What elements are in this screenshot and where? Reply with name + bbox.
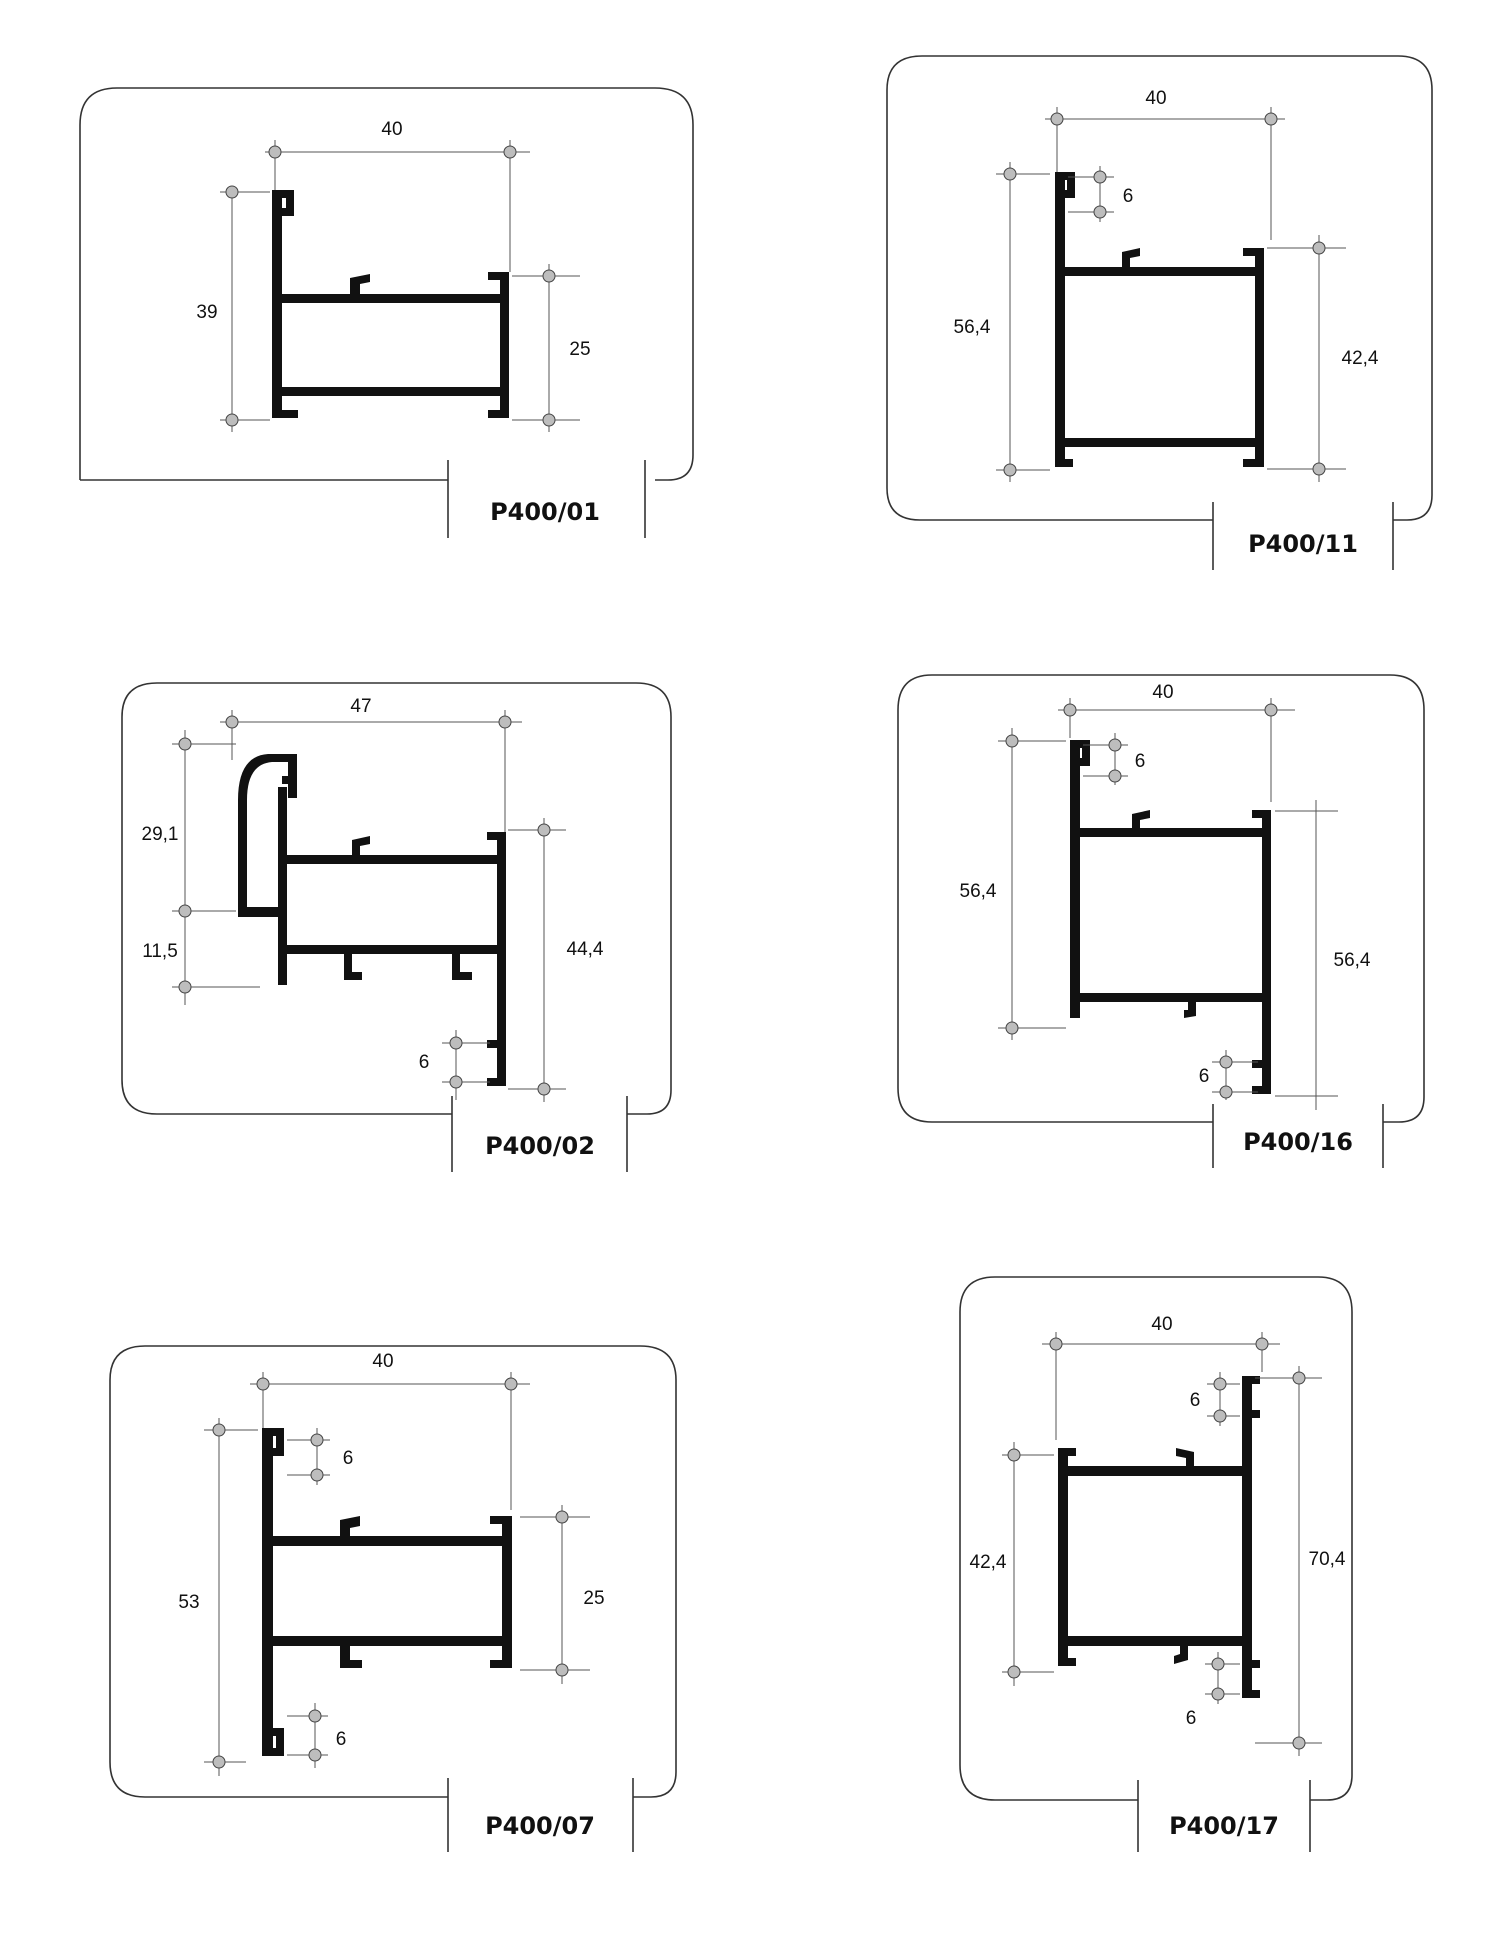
dimension-height: 53 (178, 1592, 199, 1613)
dimension-slot-bottom: 6 (1186, 1708, 1197, 1729)
dimension-slot-top: 6 (1190, 1390, 1201, 1411)
dimension-width: 40 (1151, 1314, 1172, 1335)
profile-section (1058, 1376, 1260, 1698)
dimension-height: 56,4 (960, 881, 997, 902)
profile-p400-07: P400/07 40 6 (109, 1345, 677, 1852)
profile-code: P400/02 (485, 1132, 595, 1160)
dimension-slot-top: 6 (1135, 751, 1146, 772)
dimension-height: 56,4 (954, 317, 991, 338)
profile-p400-16: P400/16 40 6 56 (897, 674, 1425, 1168)
frame-border (959, 1276, 1353, 1801)
dimension-slot-bottom: 6 (1199, 1066, 1210, 1087)
dimension-width: 40 (1145, 88, 1166, 109)
dimension-side: 25 (569, 339, 590, 360)
profile-code: P400/17 (1169, 1812, 1279, 1840)
dimension-width: 40 (1152, 682, 1173, 703)
dimension-width: 40 (381, 119, 402, 140)
dimension-side: 56,4 (1334, 950, 1371, 971)
profile-section (238, 754, 506, 1086)
profile-code: P400/07 (485, 1812, 595, 1840)
frame-border (886, 55, 1433, 521)
dimension-upper: 29,1 (142, 824, 179, 845)
dimension-slot-top: 6 (343, 1448, 354, 1469)
dimension-slot: 6 (1123, 186, 1134, 207)
dimension-side: 44,4 (567, 939, 604, 960)
profile-p400-17: P400/17 40 6 42 (959, 1276, 1353, 1852)
frame-border (121, 682, 672, 1115)
profile-code: P400/01 (490, 498, 600, 526)
profile-section (1055, 172, 1264, 467)
dimension-slot-bottom: 6 (336, 1729, 347, 1750)
dimension-height: 42,4 (970, 1552, 1007, 1573)
frame-border (79, 87, 694, 481)
profile-section (272, 190, 509, 418)
frame-border (897, 674, 1425, 1123)
profile-section (1070, 740, 1271, 1094)
dimension-slot: 6 (419, 1052, 430, 1073)
profile-p400-01: P400/01 40 39 (79, 87, 694, 538)
profile-code: P400/16 (1243, 1128, 1353, 1156)
profile-section (262, 1428, 512, 1756)
dimension-side: 70,4 (1309, 1549, 1346, 1570)
dimension-width: 40 (372, 1351, 393, 1372)
dimension-side: 42,4 (1342, 348, 1379, 369)
dimension-lower: 11,5 (142, 941, 178, 962)
profile-p400-11: P400/11 40 6 56,4 (886, 55, 1433, 570)
profile-code: P400/11 (1248, 530, 1358, 558)
dimension-side: 25 (583, 1588, 604, 1609)
dimension-width: 47 (350, 696, 371, 717)
frame-border (109, 1345, 677, 1798)
dimension-height: 39 (196, 302, 217, 323)
profile-p400-02: P400/02 47 29,1 11,5 (121, 682, 672, 1172)
